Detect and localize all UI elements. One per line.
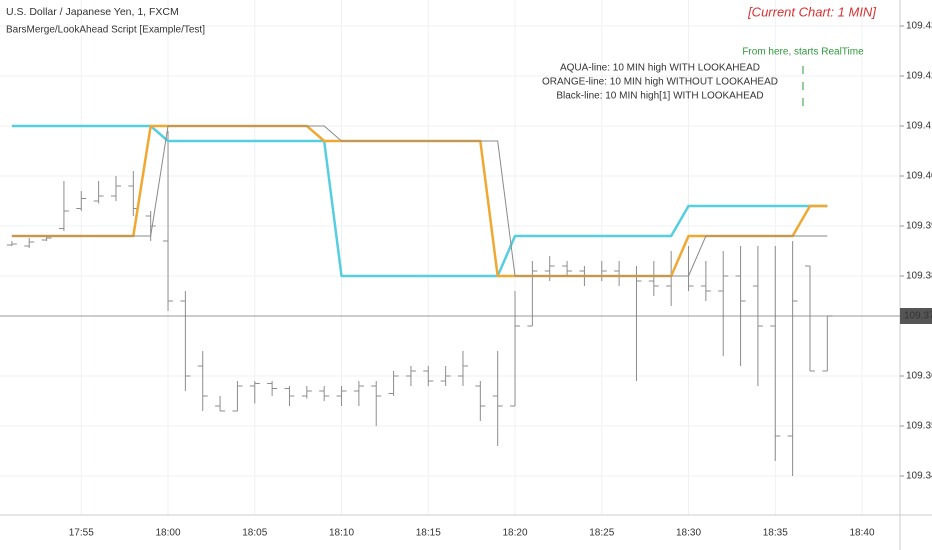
script-name: BarsMerge/LookAhead Script [Example/Test… [6,25,205,36]
chart-note: [Current Chart: 1 MIN] [747,4,876,19]
x-tick-label: 18:00 [156,528,181,539]
y-tick-label: 109.430 [906,21,932,32]
realtime-note: From here, starts RealTime [742,47,864,58]
x-tick-label: 18:05 [242,528,267,539]
x-tick-label: 18:25 [589,528,614,539]
y-tick-label: 109.350 [906,421,932,432]
x-tick-label: 18:30 [676,528,701,539]
legend-entry: AQUA-line: 10 MIN high WITH LOOKAHEAD [560,63,760,74]
y-tick-label: 109.380 [906,271,932,282]
x-tick-label: 18:10 [329,528,354,539]
x-tick-label: 18:35 [763,528,788,539]
legend-entry: Black-line: 10 MIN high[1] WITH LOOKAHEA… [556,91,763,102]
last-price-label: 109.372 [904,311,932,322]
y-tick-label: 109.360 [906,371,932,382]
legend-entry: ORANGE-line: 10 MIN high WITHOUT LOOKAHE… [542,77,778,88]
y-tick-label: 109.390 [906,221,932,232]
x-tick-label: 18:15 [416,528,441,539]
y-tick-label: 109.340 [906,471,932,482]
last-price-box [900,308,932,324]
series-line [11,125,828,277]
y-tick-label: 109.410 [906,121,932,132]
x-tick-label: 18:40 [850,528,875,539]
x-tick-label: 17:55 [69,528,94,539]
series-line [11,124,828,278]
x-tick-label: 18:20 [503,528,528,539]
y-tick-label: 109.420 [906,71,932,82]
y-tick-label: 109.400 [906,171,932,182]
chart-title: U.S. Dollar / Japanese Yen, 1, FXCM [6,6,179,18]
